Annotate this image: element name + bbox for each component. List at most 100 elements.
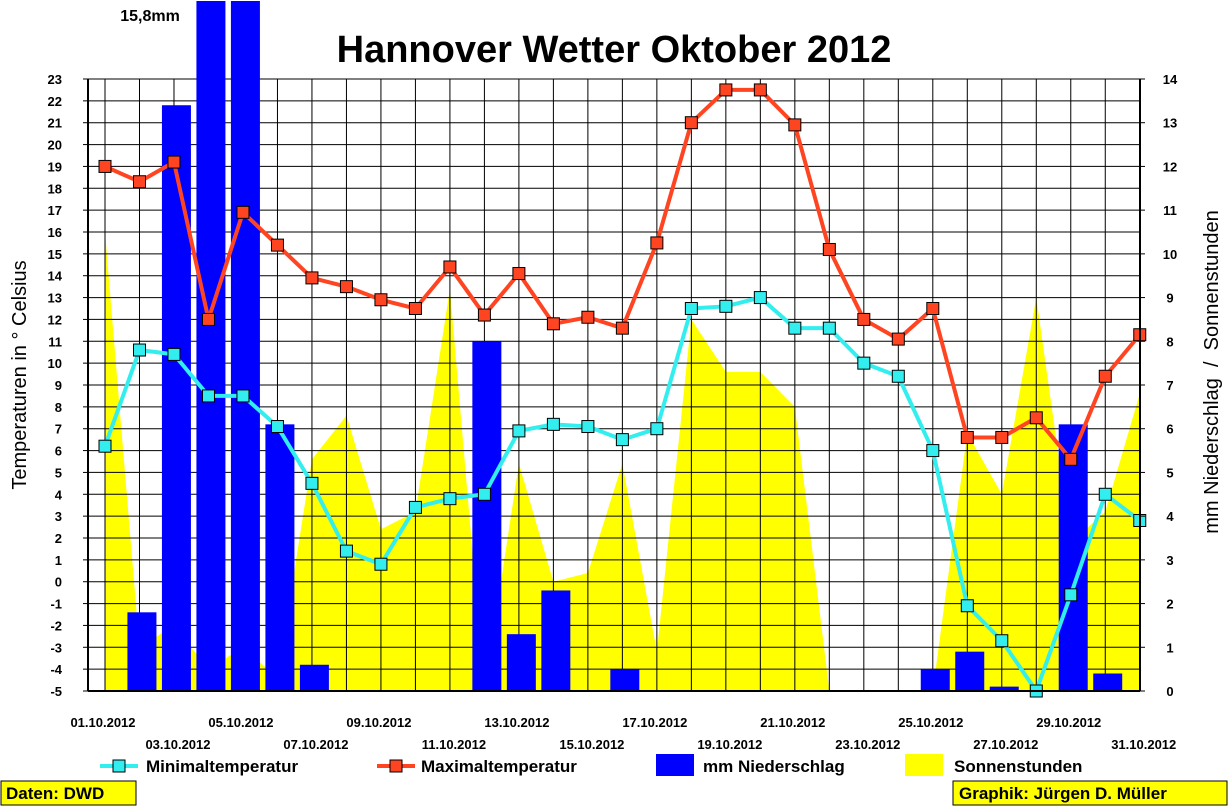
max-temp-point bbox=[408, 302, 422, 315]
max-temp-point bbox=[270, 238, 284, 252]
right-tick-label: 4 bbox=[1166, 509, 1174, 524]
legend-min-marker bbox=[112, 759, 126, 773]
min-temp-point bbox=[408, 500, 422, 514]
x-tick-label: 11.10.2012 bbox=[422, 737, 486, 752]
left-tick-label: 15 bbox=[48, 247, 62, 262]
min-temp-point bbox=[132, 343, 146, 357]
legend-niederschlag: mm Niederschlag bbox=[656, 754, 845, 776]
max-temp-point bbox=[132, 175, 146, 189]
x-tick-label: 09.10.2012 bbox=[346, 715, 411, 730]
legend-minimaltemperatur: Minimaltemperatur bbox=[100, 757, 298, 776]
credit-left-text: Daten: DWD bbox=[6, 784, 104, 803]
max-temp-point bbox=[1064, 452, 1078, 466]
left-tick-label: 10 bbox=[48, 356, 62, 371]
x-tick-label: 25.10.2012 bbox=[898, 715, 963, 730]
max-temp-point bbox=[236, 205, 250, 219]
x-tick-label: 03.10.2012 bbox=[145, 737, 210, 752]
right-tick-label: 0 bbox=[1166, 684, 1173, 699]
min-temp-point bbox=[753, 291, 767, 305]
max-temp-point bbox=[305, 271, 319, 285]
min-temp-point bbox=[995, 634, 1009, 648]
precip-bar bbox=[610, 669, 640, 691]
right-tick-label: 7 bbox=[1166, 378, 1173, 393]
min-temp-point bbox=[857, 356, 871, 370]
credit-left: Daten: DWD bbox=[0, 780, 137, 806]
max-temp-point bbox=[684, 116, 698, 130]
right-tick-label: 13 bbox=[1163, 116, 1177, 131]
right-tick-label: 2 bbox=[1166, 597, 1173, 612]
max-temp-point bbox=[788, 118, 802, 132]
left-tick-label: -3 bbox=[50, 640, 62, 655]
left-tick-label: 5 bbox=[55, 465, 62, 480]
left-tick-label: 4 bbox=[55, 487, 63, 502]
x-tick-label: 07.10.2012 bbox=[283, 737, 348, 752]
max-temp-point bbox=[98, 159, 112, 173]
min-temp-point bbox=[339, 544, 353, 558]
max-temp-point bbox=[891, 332, 905, 346]
right-tick-label: 6 bbox=[1166, 422, 1173, 437]
right-tick-label: 1 bbox=[1166, 640, 1173, 655]
max-temp-point bbox=[167, 155, 181, 169]
right-tick-label: 8 bbox=[1166, 334, 1173, 349]
x-tick-label: 29.10.2012 bbox=[1036, 715, 1101, 730]
min-temp-point bbox=[374, 557, 388, 571]
left-tick-label: 2 bbox=[55, 531, 62, 546]
precip-bar bbox=[230, 1, 260, 691]
right-tick-label: 12 bbox=[1163, 159, 1177, 174]
left-tick-label: 12 bbox=[48, 312, 62, 327]
min-temp-point bbox=[1098, 487, 1112, 501]
left-tick-label: -4 bbox=[50, 662, 62, 677]
left-tick-label: 17 bbox=[48, 203, 62, 218]
legend-sun-label: Sonnenstunden bbox=[954, 757, 1082, 776]
right-tick-label: 10 bbox=[1163, 247, 1177, 262]
min-temp-point bbox=[822, 321, 836, 335]
min-temp-point bbox=[1064, 588, 1078, 602]
left-tick-label: 22 bbox=[48, 94, 62, 109]
legend-maximaltemperatur: Maximaltemperatur bbox=[377, 757, 577, 776]
min-temp-point bbox=[167, 347, 181, 361]
min-temp-point bbox=[615, 433, 629, 447]
left-tick-label: 18 bbox=[48, 181, 62, 196]
legend-precip-swatch bbox=[656, 754, 694, 776]
max-temp-point bbox=[339, 280, 353, 294]
left-axis-label: Temperaturen in ° Celsius bbox=[9, 260, 31, 489]
right-tick-label: 9 bbox=[1166, 291, 1173, 306]
max-temp-point bbox=[201, 312, 215, 326]
x-tick-label: 31.10.2012 bbox=[1111, 737, 1176, 752]
max-temp-point bbox=[822, 242, 836, 256]
min-temp-point bbox=[684, 302, 698, 315]
max-temp-point bbox=[443, 260, 457, 274]
precip-bar bbox=[989, 686, 1019, 691]
min-temp-point bbox=[512, 424, 526, 438]
legend-max-label: Maximaltemperatur bbox=[421, 757, 577, 776]
max-temp-point bbox=[995, 430, 1009, 444]
max-temp-point bbox=[615, 321, 629, 335]
min-temp-point bbox=[546, 417, 560, 431]
precip-bar bbox=[299, 664, 329, 691]
left-tick-label: -5 bbox=[50, 684, 62, 699]
min-temp-point bbox=[270, 420, 284, 434]
max-temp-point bbox=[1029, 411, 1043, 425]
left-tick-label: -1 bbox=[50, 597, 62, 612]
x-tick-label: 01.10.2012 bbox=[70, 715, 135, 730]
left-tick-label: -2 bbox=[50, 618, 62, 633]
max-temp-point bbox=[1098, 369, 1112, 383]
left-tick-labels: -5-4-3-2-1012345678910111213141516171819… bbox=[48, 72, 88, 699]
right-axis-label: mm Niederschlag / Sonnenstunden bbox=[1201, 210, 1223, 534]
left-tick-label: 3 bbox=[55, 509, 62, 524]
right-tick-label: 3 bbox=[1166, 553, 1173, 568]
credit-right-box bbox=[952, 780, 1228, 806]
min-temp-point bbox=[443, 492, 457, 506]
left-tick-label: 11 bbox=[48, 334, 62, 349]
min-temp-point bbox=[581, 420, 595, 434]
left-tick-label: 19 bbox=[48, 159, 62, 174]
left-tick-label: 1 bbox=[55, 553, 62, 568]
legend-sonnenstunden: Sonnenstunden bbox=[905, 754, 1082, 776]
left-tick-label: 7 bbox=[55, 422, 62, 437]
left-tick-label: 13 bbox=[48, 291, 62, 306]
x-tick-label: 19.10.2012 bbox=[697, 737, 762, 752]
max-temp-point bbox=[960, 430, 974, 444]
